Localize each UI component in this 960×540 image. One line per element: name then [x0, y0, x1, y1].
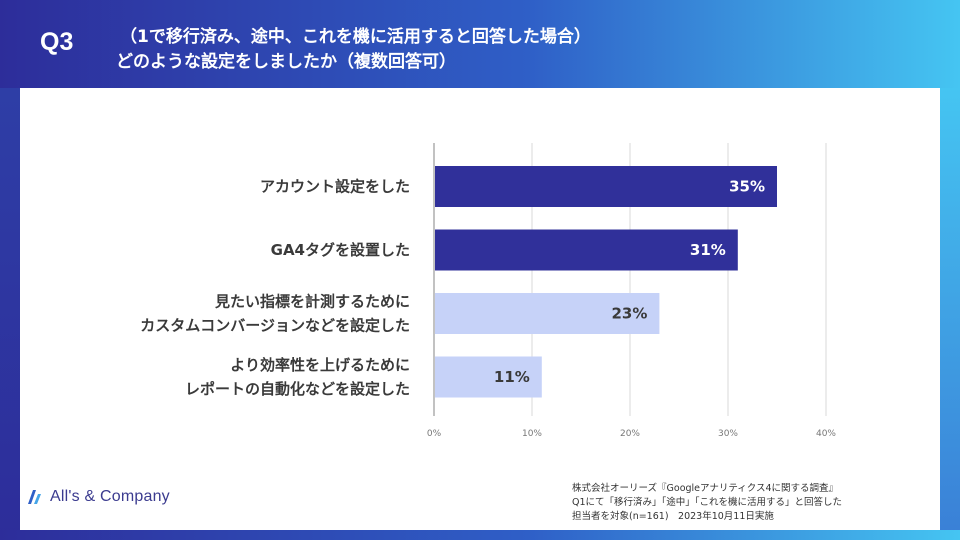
source-line: 担当者を対象(n=161) 2023年10月11日実施: [572, 511, 774, 522]
logo-text: All's & Company: [50, 488, 170, 505]
category-label: カスタムコンバージョンなどを設定した: [140, 317, 410, 335]
category-label: アカウント設定をした: [260, 178, 410, 196]
category-label: より効率性を上げるために: [230, 356, 410, 374]
frame-left: [0, 88, 20, 540]
bar: [435, 356, 542, 398]
bar: [435, 229, 738, 271]
bar-value-label: 31%: [690, 241, 726, 259]
x-tick-label: 40%: [816, 429, 836, 439]
bar: [435, 293, 660, 334]
bar-value-label: 23%: [611, 305, 647, 323]
question-title-line1: （1で移行済み、途中、これを機に活用すると回答した場合）: [120, 27, 591, 47]
source-line: 株式会社オーリーズ『Googleアナリティクス4に関する調査』: [572, 483, 839, 494]
question-title-line2: どのような設定をしましたか（複数回答可）: [116, 52, 456, 72]
header-banner: Q3 （1で移行済み、途中、これを機に活用すると回答した場合） どのような設定を…: [0, 0, 960, 88]
question-number: Q3: [40, 28, 74, 56]
x-tick-label: 10%: [522, 429, 542, 439]
frame-right: [940, 88, 960, 540]
logo-mark-icon: [28, 490, 41, 504]
bar: [435, 166, 777, 207]
frame-bottom: [0, 530, 960, 540]
x-tick-label: 0%: [427, 429, 442, 439]
bar-value-label: 11%: [494, 368, 530, 386]
category-label: 見たい指標を計測するために: [214, 293, 410, 311]
category-label: レポートの自動化などを設定した: [185, 380, 410, 398]
x-tick-label: 30%: [718, 429, 738, 439]
bar-value-label: 35%: [729, 178, 765, 196]
x-tick-label: 20%: [620, 429, 640, 439]
category-label: GA4タグを設置した: [271, 241, 410, 259]
source-line: Q1にて「移行済み」「途中」「これを機に活用する」と回答した: [572, 497, 843, 508]
source-note: 株式会社オーリーズ『Googleアナリティクス4に関する調査』 Q1にて「移行済…: [572, 482, 842, 524]
company-logo: All's & Company: [26, 488, 170, 506]
